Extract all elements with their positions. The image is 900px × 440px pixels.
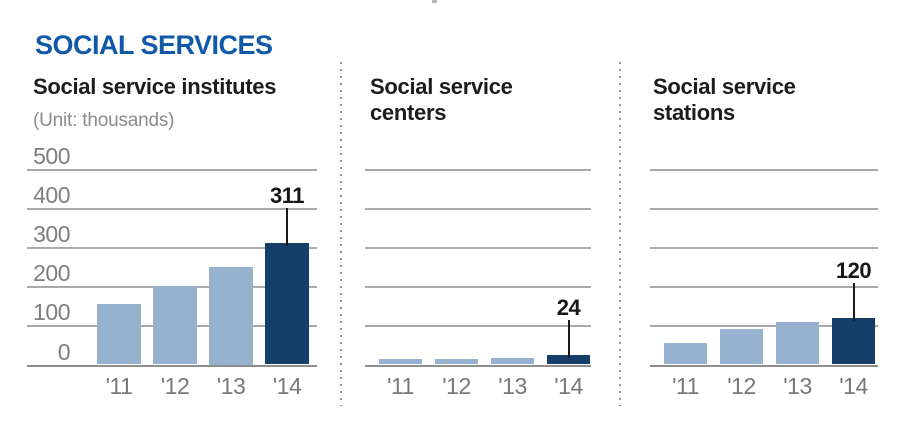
- bar-13: [491, 358, 534, 365]
- plot-area: 500 400 300 200 100 0 '11 '12 '13 '14 311: [27, 143, 317, 399]
- x-axis-label: '14: [272, 373, 302, 399]
- gridline: [650, 247, 878, 250]
- bar-11: [97, 303, 141, 365]
- chart-social-service-stations: Social service stations '11 '12 '13 '14 120: [650, 0, 878, 440]
- x-axis-label: '13: [783, 373, 812, 399]
- gridline: [650, 208, 878, 211]
- page-title: SOCIAL SERVICES: [35, 30, 273, 60]
- gridline: [365, 325, 591, 328]
- x-axis-label: '11: [105, 373, 133, 399]
- x-axis-label: '12: [160, 373, 190, 399]
- bar-11: [664, 342, 707, 365]
- gridline: [27, 169, 317, 171]
- x-axis-label: '14: [554, 373, 583, 399]
- bar-12: [720, 329, 763, 365]
- chart-title: Social service institutes: [33, 74, 277, 99]
- bar-12: [153, 286, 197, 365]
- gridline: [650, 169, 878, 171]
- value-label: 120: [835, 257, 872, 283]
- gridline: [650, 364, 878, 367]
- plot-area: '11 '12 '13 '14 24: [365, 169, 591, 399]
- gridline: [365, 208, 591, 211]
- unit-label: (Unit: thousands): [33, 110, 175, 131]
- callout-line: [567, 320, 570, 359]
- gridline: [27, 364, 317, 367]
- bar-14: [265, 242, 309, 365]
- x-axis-label: '12: [727, 373, 756, 399]
- chart-social-service-centers: Social service centers '11 '12 '13 '14 24: [365, 0, 591, 440]
- x-axis-label: '11: [387, 373, 414, 399]
- y-axis-label: 300: [33, 221, 70, 248]
- y-axis-label: 0: [57, 338, 71, 365]
- chart-social-service-institutes: Social service institutes (Unit: thousan…: [27, 0, 317, 440]
- y-axis-label: 500: [33, 143, 70, 169]
- plot-area: '11 '12 '13 '14 120: [650, 169, 878, 399]
- bar-14: [832, 317, 875, 365]
- value-label: 311: [270, 182, 305, 208]
- y-axis-label: 200: [33, 260, 70, 287]
- gridline: [650, 286, 878, 289]
- gridline: [27, 247, 317, 250]
- bar-13: [209, 266, 253, 365]
- panel-divider: [340, 62, 342, 406]
- gridline: [365, 364, 591, 367]
- bar-13: [776, 322, 819, 365]
- x-axis-label: '12: [442, 373, 471, 399]
- gridline: [650, 325, 878, 328]
- gridline: [365, 247, 591, 250]
- x-axis-label: '11: [672, 373, 699, 399]
- y-axis-label: 400: [33, 182, 70, 209]
- gridline: [365, 286, 591, 289]
- x-axis-label: '13: [216, 373, 246, 399]
- chart-title: Social service centers: [370, 74, 513, 125]
- bar-14: [547, 355, 590, 365]
- bar-11: [379, 359, 422, 365]
- gridline: [27, 208, 317, 211]
- chart-title: Social service stations: [653, 74, 796, 125]
- gridline: [365, 169, 591, 171]
- bar-12: [435, 359, 478, 365]
- x-axis-label: '13: [498, 373, 527, 399]
- y-axis-label: 100: [33, 299, 70, 326]
- callout-line: [852, 282, 855, 321]
- value-label: 24: [556, 295, 581, 321]
- panel-divider: [619, 62, 621, 406]
- callout-line: [286, 207, 288, 246]
- divider-dot: [432, 0, 437, 3]
- x-axis-label: '14: [839, 373, 868, 399]
